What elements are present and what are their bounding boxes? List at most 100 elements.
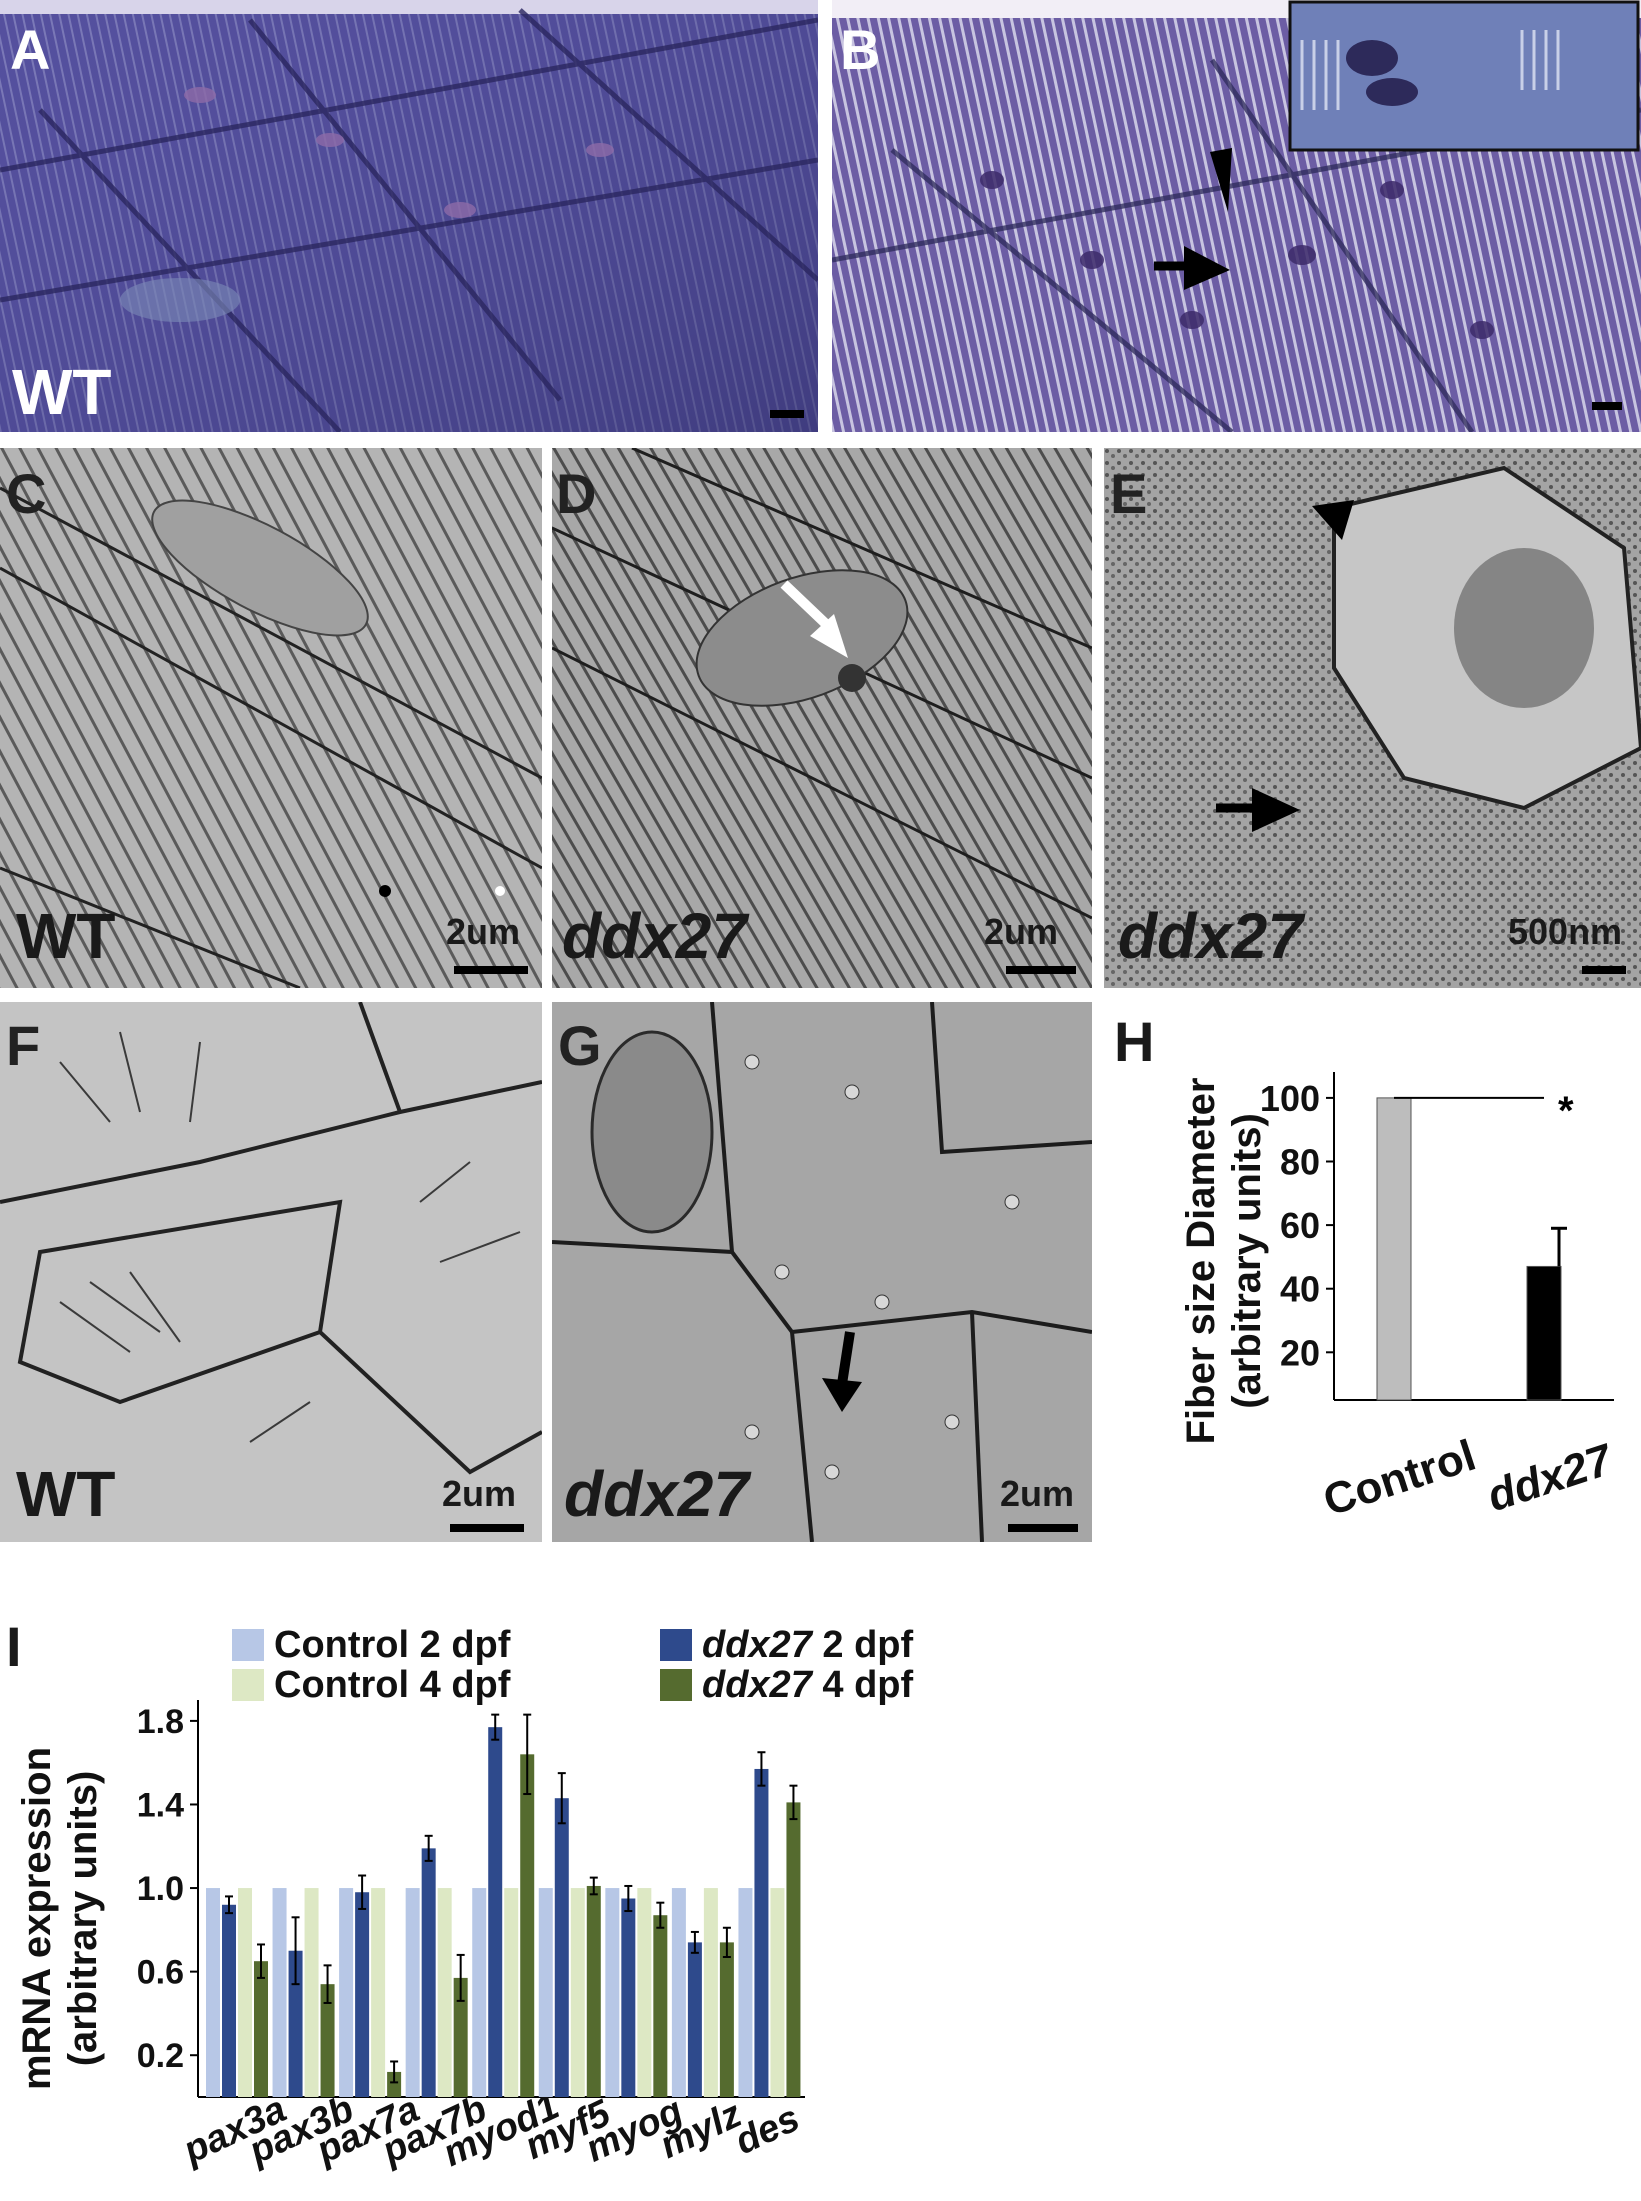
bar-myod1 [472,1888,487,2097]
bar-pax3b [320,1984,335,2097]
arrow-marker [1154,246,1230,290]
panel-g-em: G ddx27 2um [552,1002,1092,1542]
x-category-label: des [729,2097,806,2163]
bar-myog [621,1898,636,2097]
panel-a-image [0,0,818,432]
y-axis-title: mRNA expression [15,1747,59,2090]
panel-h-label: H [1114,1010,1155,1073]
arrowhead-marker [1210,148,1232,212]
panel-e-genotype: ddx27 [1118,900,1303,972]
y-axis-subtitle: (arbitrary units) [61,1771,105,2067]
bar-pax7a [355,1892,370,2097]
panel-b-label: B [840,18,881,81]
arrow-marker [780,580,848,658]
panel-g-scale-bar [1008,1524,1078,1532]
bar-des [786,1802,801,2097]
panel-f-label: F [6,1014,41,1077]
panel-e-scale-text: 500nm [1508,911,1623,952]
bar-pax3b [272,1888,287,2097]
y-tick-label: 20 [1280,1332,1320,1373]
panel-i-chart: I 0.2 0.6 1.0 1.4 1.8 pax3a pax3b pax7a pax7b myo… [0,1605,1000,2201]
legend-swatch [660,1669,692,1701]
legend-entry-suffix: 2 dpf [812,1624,914,1666]
bar-mylz [671,1888,686,2097]
legend-entry: ddx27 4 dpf [702,1664,914,1706]
bar-des [754,1768,769,2097]
y-tick-label: 1.4 [137,1786,184,1824]
bar-pax7b [405,1888,420,2097]
bar-myod1 [504,1888,519,2097]
bar-pax7b [437,1888,452,2097]
arrow-marker [822,1331,862,1412]
panel-d-scale-bar [1006,966,1076,974]
arrowhead-marker [1312,500,1354,540]
bar-pax7b [421,1848,436,2097]
legend-entry-main: ddx27 [702,1624,814,1666]
bar-pax3a [206,1888,220,2097]
legend-entry-suffix: 4 dpf [409,1664,511,1706]
panel-f-scale-bar [450,1524,524,1532]
y-tick-label: 80 [1280,1142,1320,1183]
legend-entry-suffix: 4 dpf [812,1664,914,1706]
panel-a-histology: A WT [0,0,818,432]
panel-c-em: C WT 2um [0,448,542,988]
panel-f-scale-text: 2um [442,1473,517,1514]
bar-pax3a [222,1904,236,2097]
y-tick-label: 60 [1280,1205,1320,1246]
bar-pax7a [387,2071,402,2097]
panel-c-genotype: WT [16,900,116,972]
bar-pax3a [238,1888,252,2097]
bar-des [770,1888,785,2097]
bar-pax7a [339,1888,354,2097]
panel-f-em: F WT 2um [0,1002,542,1542]
legend-swatch [660,1629,692,1661]
panel-g-image [552,1002,1092,1542]
bar-mylz [703,1888,718,2097]
panel-c-label: C [6,462,47,525]
panel-a-label: A [10,18,51,81]
y-tick-label: 100 [1260,1078,1320,1119]
y-tick-label: 1.0 [137,1870,184,1908]
panel-d-em: D ddx27 2um [552,448,1092,988]
legend-entry: ddx27 2 dpf [702,1624,914,1666]
panel-d-scale-text: 2um [984,911,1059,952]
panel-f-genotype: WT [16,1458,116,1530]
bar-pax7b [453,1977,468,2097]
panel-d-genotype: ddx27 [562,900,747,972]
bar-ddx27 [1526,1265,1562,1401]
bar-myod1 [488,1727,503,2097]
bar-mylz [687,1942,702,2097]
panel-b-histology: B [832,0,1641,432]
panel-d-label: D [556,462,597,525]
x-category-label: Control [1318,1431,1482,1526]
panel-e-label: E [1110,462,1148,525]
fiber-size-chart: 20 40 60 80 100 Control ddx27 * Fiber size Diame… [1179,1072,1620,1526]
y-tick-label: 0.2 [137,2037,184,2075]
panel-e-image [1104,448,1641,988]
legend-entry-main: Control [274,1624,409,1666]
panel-b-image [832,0,1641,432]
panel-d-image [552,448,1092,988]
panel-f-image [0,1002,542,1542]
y-tick-label: 1.8 [137,1703,184,1741]
legend-swatch [232,1669,264,1701]
panel-c-scale-text: 2um [446,911,521,952]
bar-myf5 [570,1888,585,2097]
panel-e-em: E ddx27 500nm [1104,448,1641,988]
panel-c-image [0,448,542,988]
y-tick-label: 0.6 [137,1954,184,1992]
x-category-label: ddx27 [1481,1434,1619,1521]
significance-marker: * [1558,1089,1574,1133]
panel-b-inset [1288,0,1640,152]
legend-entry: Control 2 dpf [274,1624,511,1666]
panel-c-scale-bar [454,966,528,974]
panel-g-genotype: ddx27 [564,1458,749,1530]
legend-swatch [232,1629,264,1661]
panel-a-scale-bar [770,410,804,418]
panel-i-label: I [6,1615,22,1678]
legend-entry-suffix: 2 dpf [409,1624,511,1666]
bar-pax3b [304,1888,319,2097]
legend-entry-main: ddx27 [702,1664,814,1706]
legend-entry-main: Control [274,1664,409,1706]
panel-a-genotype: WT [12,356,112,428]
